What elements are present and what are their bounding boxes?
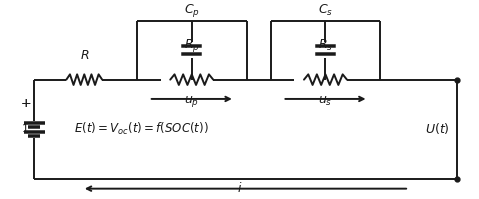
Text: $E(t)=V_{oc}(t)=f(SOC(t))$: $E(t)=V_{oc}(t)=f(SOC(t))$ [74,121,209,137]
Text: 1: 1 [22,124,29,134]
Text: $C_p$: $C_p$ [184,2,200,19]
Text: $R_s$: $R_s$ [318,38,333,53]
Text: $R_p$: $R_p$ [184,37,200,54]
Text: $R$: $R$ [80,49,89,62]
Text: $i$: $i$ [237,181,242,195]
Text: $u_p$: $u_p$ [184,94,199,109]
Text: $u_s$: $u_s$ [319,95,332,108]
Text: $+$: $+$ [20,97,31,110]
Text: $C_s$: $C_s$ [318,3,333,18]
Text: $U(t)$: $U(t)$ [425,121,450,136]
Text: +: + [20,97,31,110]
